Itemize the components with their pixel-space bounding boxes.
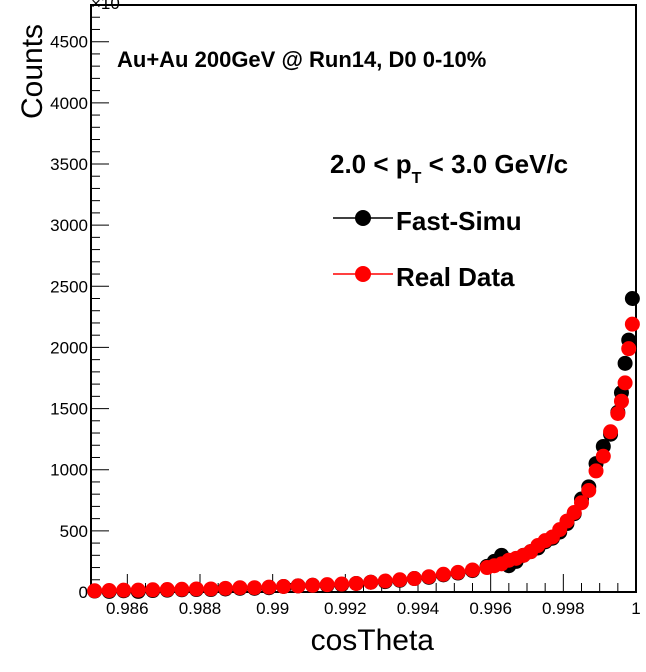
x-tick-label: 1 — [631, 599, 640, 618]
y-tick-label: 2500 — [50, 277, 88, 296]
real-data-point — [276, 578, 292, 594]
x-tick-label: 0.998 — [542, 599, 585, 618]
x-tick-label: 0.992 — [324, 599, 367, 618]
x-tick-label: 0.994 — [397, 599, 440, 618]
real-data-point — [203, 581, 219, 597]
real-data-point — [595, 448, 611, 464]
real-data-point — [334, 576, 350, 592]
y-tick-label: 1500 — [50, 400, 88, 419]
real-data-point — [87, 583, 103, 599]
y-tick-label: 4000 — [50, 94, 88, 113]
legend-label-real-data: Real Data — [396, 262, 515, 292]
real-data-point — [450, 564, 466, 580]
real-data-point — [101, 583, 117, 599]
y-axis-title: Counts — [16, 24, 49, 119]
real-data-point — [588, 463, 604, 479]
real-data-point — [574, 495, 589, 511]
y-tick-label: 0 — [79, 583, 88, 602]
x-tick-label: 0.996 — [469, 599, 512, 618]
real-data-point — [406, 571, 422, 587]
real-data-point — [581, 482, 597, 498]
real-data-point — [217, 580, 233, 596]
real-data-point — [116, 582, 132, 598]
data-points — [87, 291, 640, 599]
legend-marker-real-data — [355, 266, 371, 282]
real-data-point — [290, 578, 306, 594]
real-data-point — [159, 582, 175, 598]
real-data-point — [188, 581, 204, 597]
real-data-point — [610, 405, 626, 421]
real-data-point — [435, 566, 451, 582]
real-data-point — [305, 577, 321, 593]
real-data-point — [617, 375, 633, 391]
y-tick-label: 1000 — [50, 461, 88, 480]
real-data-point — [613, 393, 629, 409]
real-data-point — [465, 562, 480, 578]
axis-ticks — [90, 4, 637, 593]
legend: Fast-Simu Real Data — [333, 206, 522, 292]
real-data-point — [130, 582, 146, 598]
fast-simu-point — [624, 291, 640, 306]
x-tick-label: 0.99 — [256, 599, 289, 618]
fast-simu-point — [617, 355, 633, 371]
real-data-point — [319, 577, 335, 593]
legend-marker-fast-simu — [355, 210, 371, 226]
real-data-point — [363, 574, 379, 590]
y-tick-label: 3000 — [50, 216, 88, 235]
y-tick-label: 2000 — [50, 338, 88, 357]
real-data-point — [145, 582, 161, 598]
exponent-label: ×10 — [91, 0, 120, 13]
x-axis-title: cosTheta — [311, 624, 435, 657]
y-tick-label: 4500 — [50, 33, 88, 52]
real-data-point — [232, 580, 248, 596]
real-data-point — [174, 581, 190, 597]
y-tick-label: 3500 — [50, 155, 88, 174]
legend-label-fast-simu: Fast-Simu — [396, 206, 522, 236]
real-data-point — [621, 341, 637, 357]
real-data-point — [261, 579, 277, 595]
x-tick-label: 0.988 — [179, 599, 222, 618]
real-data-point — [392, 572, 408, 588]
pt-range-label: 2.0 < pT < 3.0 GeV/c — [330, 149, 568, 187]
real-data-point — [247, 580, 262, 596]
plot-frame — [90, 4, 637, 593]
pt-subscript: T — [412, 170, 422, 187]
real-data-point — [624, 316, 640, 332]
y-tick-label: 500 — [60, 522, 88, 541]
x-tick-label: 0.986 — [106, 599, 149, 618]
y-tick-labels: 0 500 1000 1500 2000 2500 3000 3500 4000 4500 — [50, 33, 88, 602]
real-data-point — [603, 424, 619, 440]
real-data-point — [377, 573, 393, 589]
real-data-point — [348, 575, 364, 591]
real-data-point — [421, 569, 437, 585]
x-tick-labels: 0.986 0.988 0.99 0.992 0.994 0.996 0.998 1 — [106, 599, 641, 618]
annotation-title: Au+Au 200GeV @ Run14, D0 0-10% — [117, 47, 486, 72]
